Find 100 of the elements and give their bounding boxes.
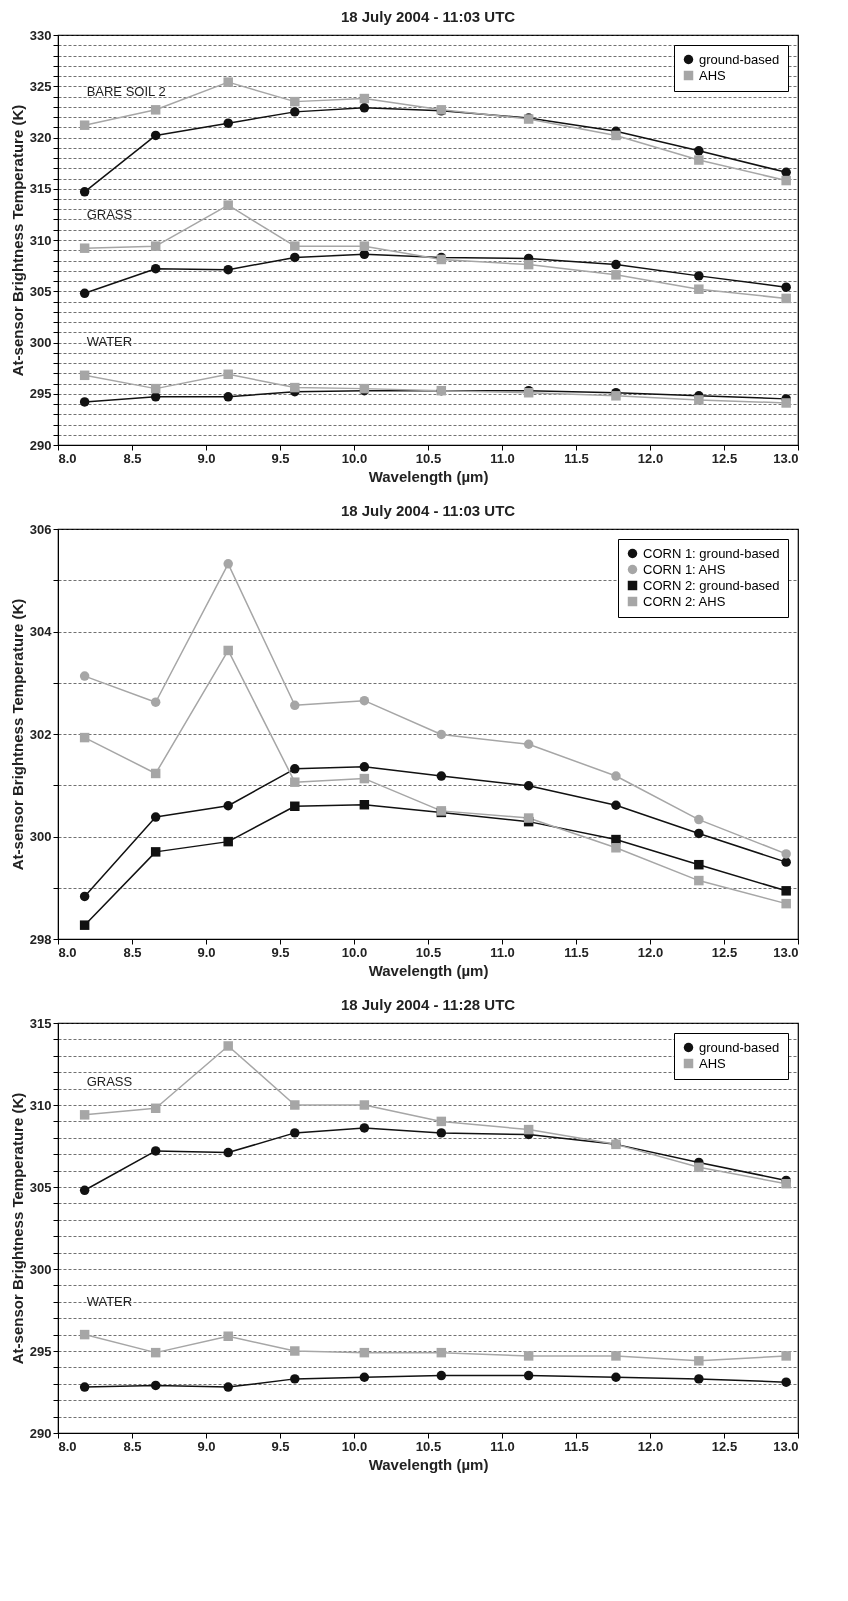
point <box>150 847 161 857</box>
x-tick-label: 13.0 <box>773 450 799 466</box>
point <box>223 369 233 380</box>
x-tick-label: 8.0 <box>58 1438 77 1454</box>
x-tick-label: 10.5 <box>415 944 442 960</box>
x-tick-label: 12.5 <box>711 944 738 960</box>
point <box>694 284 704 294</box>
x-tick-label: 12.5 <box>711 1438 738 1454</box>
point <box>436 1347 447 1358</box>
point <box>290 764 300 774</box>
point <box>223 392 233 402</box>
point <box>79 120 90 130</box>
annotation: WATER <box>86 1293 133 1309</box>
point <box>359 1123 370 1133</box>
point <box>781 857 791 867</box>
x-tick-label: 10.5 <box>415 1438 442 1454</box>
point <box>694 859 704 870</box>
point <box>694 814 704 825</box>
x-axis-title: Wavelength (µm) <box>368 467 489 485</box>
point <box>290 252 300 263</box>
point <box>290 1346 300 1356</box>
point <box>290 382 300 393</box>
x-axis-title: Wavelength (µm) <box>368 1455 489 1473</box>
point <box>611 270 621 280</box>
x-tick-label: 9.0 <box>197 944 216 960</box>
legend-label: ground-based <box>699 1039 780 1055</box>
point <box>359 799 370 810</box>
point <box>223 1041 233 1051</box>
point <box>781 1377 791 1387</box>
point <box>79 1382 90 1392</box>
point <box>611 771 621 781</box>
point <box>611 259 621 270</box>
point <box>523 1351 534 1361</box>
point <box>150 1146 161 1156</box>
point <box>781 398 791 408</box>
point <box>79 1329 90 1340</box>
point <box>781 898 791 909</box>
point <box>290 1128 300 1138</box>
point <box>290 777 300 787</box>
point <box>290 241 300 251</box>
y-tick-label: 302 <box>29 726 52 742</box>
point <box>79 243 90 253</box>
point <box>359 1100 370 1110</box>
chart-title: 18 July 2004 - 11:03 UTC <box>340 8 516 25</box>
legend-label: CORN 1: AHS <box>643 561 726 577</box>
point <box>150 383 161 394</box>
point <box>436 1370 447 1381</box>
point <box>79 187 90 197</box>
point <box>694 395 704 405</box>
annotation: GRASS <box>86 1073 133 1089</box>
x-tick-label: 12.5 <box>711 450 738 466</box>
x-tick-label: 9.5 <box>271 1438 290 1454</box>
x-tick-label: 11.5 <box>564 944 589 960</box>
legend-label: AHS <box>699 67 727 83</box>
point <box>290 1374 300 1384</box>
point <box>79 288 90 299</box>
point <box>694 1374 704 1384</box>
point <box>359 762 370 772</box>
y-tick-label: 298 <box>29 931 52 947</box>
y-tick-label: 320 <box>29 130 52 145</box>
y-tick-label: 330 <box>29 27 52 43</box>
x-tick-label: 9.0 <box>197 450 216 466</box>
y-tick-label: 290 <box>29 1425 52 1441</box>
x-tick-label: 10.0 <box>341 944 368 960</box>
point <box>223 77 233 87</box>
point <box>694 1162 704 1173</box>
point <box>223 559 233 569</box>
x-tick-label: 9.0 <box>197 1438 216 1454</box>
point <box>79 397 90 407</box>
point <box>150 1347 161 1358</box>
y-axis-title: At-sensor Brightness Temperature (K) <box>8 598 26 871</box>
point <box>290 96 300 107</box>
point <box>781 1351 791 1361</box>
x-tick-label: 10.0 <box>341 1438 368 1454</box>
y-tick-label: 295 <box>29 386 52 402</box>
legend-label: CORN 2: ground-based <box>643 577 780 593</box>
point <box>150 105 161 115</box>
point <box>781 293 791 304</box>
x-tick-label: 12.0 <box>637 944 664 960</box>
y-tick-label: 290 <box>29 437 52 453</box>
point <box>150 392 161 402</box>
point <box>694 155 704 165</box>
x-tick-label: 8.5 <box>123 1438 142 1454</box>
point <box>290 107 300 117</box>
point <box>150 768 161 779</box>
point <box>523 781 534 791</box>
point <box>223 1331 233 1341</box>
point <box>223 264 233 275</box>
y-tick-label: 310 <box>29 1097 52 1113</box>
y-tick-label: 295 <box>29 1343 52 1359</box>
x-tick-label: 8.0 <box>58 944 77 960</box>
x-tick-label: 13.0 <box>773 1438 799 1454</box>
point <box>523 1124 534 1135</box>
point <box>223 801 233 811</box>
point <box>611 130 621 141</box>
point <box>359 93 370 104</box>
point <box>223 1147 233 1158</box>
point <box>359 241 370 251</box>
point <box>79 370 90 381</box>
x-tick-label: 8.5 <box>123 944 142 960</box>
